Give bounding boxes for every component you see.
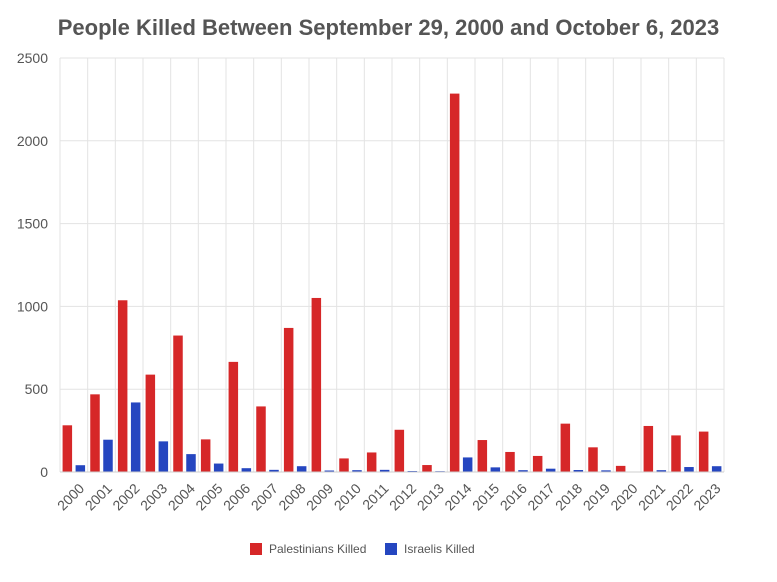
x-tick-label: 2021 [635,480,668,513]
y-tick-label: 1000 [17,298,48,314]
bar-palestinians-2010[interactable] [339,458,349,472]
bar-israelis-2010[interactable] [352,470,362,472]
bar-palestinians-2023[interactable] [698,431,709,472]
bar-palestinians-2019[interactable] [588,447,598,472]
legend: Palestinians Killed Israelis Killed [250,542,475,556]
legend-swatch [250,543,262,555]
x-tick-label: 2002 [109,480,142,513]
legend-label: Palestinians Killed [269,542,366,556]
bar-israelis-2019[interactable] [601,470,611,472]
x-tick-label: 2000 [54,480,87,513]
bar-israelis-2009[interactable] [324,470,335,472]
x-tick-label: 2013 [414,480,447,513]
y-tick-label: 500 [25,381,49,397]
bar-palestinians-2018[interactable] [560,423,571,472]
x-tick-label: 2022 [663,480,696,513]
x-tick-label: 2017 [524,480,557,513]
bar-israelis-2023[interactable] [711,466,722,472]
legend-palestinians[interactable]: Palestinians Killed [250,542,366,556]
x-tick-label: 2011 [359,480,392,513]
bar-palestinians-2005[interactable] [200,439,211,472]
legend-label: Israelis Killed [404,542,475,556]
x-tick-label: 2014 [441,480,474,513]
bar-israelis-2015[interactable] [490,467,501,472]
y-tick-label: 2500 [17,50,48,66]
bar-palestinians-2017[interactable] [532,455,543,472]
bar-palestinians-2022[interactable] [671,435,681,472]
bar-palestinians-2006[interactable] [228,361,239,472]
bar-palestinians-2014[interactable] [449,93,460,472]
bar-palestinians-2001[interactable] [90,394,100,472]
bar-israelis-2001[interactable] [103,439,113,472]
bar-israelis-2006[interactable] [241,468,252,472]
bar-palestinians-2012[interactable] [394,429,405,472]
bar-palestinians-2000[interactable] [62,425,73,472]
bar-palestinians-2011[interactable] [366,452,377,472]
bar-israelis-2022[interactable] [684,467,694,472]
x-tick-label: 2006 [220,480,253,513]
x-tick-label: 2023 [690,480,723,513]
bar-israelis-2021[interactable] [656,470,667,472]
legend-swatch [385,543,397,555]
bar-israelis-2003[interactable] [158,441,169,472]
bar-israelis-2005[interactable] [213,463,224,472]
x-tick-label: 2016 [497,480,530,513]
bars [62,93,722,473]
bar-israelis-2017[interactable] [545,468,556,472]
x-tick-label: 2001 [82,480,115,513]
y-axis: 0 500 1000 1500 2000 2500 [17,50,48,480]
bar-israelis-2014[interactable] [462,457,473,472]
bar-palestinians-2007[interactable] [256,406,266,472]
bar-palestinians-2009[interactable] [311,297,322,472]
x-tick-label: 2019 [580,480,613,513]
bar-palestinians-2015[interactable] [477,440,488,472]
x-tick-label: 2003 [137,480,170,513]
x-tick-label: 2004 [165,480,198,513]
bar-palestinians-2021[interactable] [643,425,654,472]
bar-israelis-2018[interactable] [573,470,584,472]
x-axis: 2000200120022003200420052006200720082009… [54,471,724,514]
x-tick-label: 2005 [192,480,225,513]
x-tick-label: 2008 [275,480,308,513]
bar-israelis-2004[interactable] [186,454,196,472]
bar-israelis-2008[interactable] [296,466,307,472]
x-tick-label: 2015 [469,480,502,513]
legend-israelis[interactable]: Israelis Killed [385,542,475,556]
x-tick-label: 2007 [248,480,281,513]
bar-israelis-2000[interactable] [75,465,86,472]
x-tick-label: 2010 [331,480,364,513]
bar-israelis-2016[interactable] [518,470,528,472]
x-tick-label: 2009 [303,480,336,513]
x-tick-label: 2018 [552,480,585,513]
gridlines [59,57,725,473]
bar-palestinians-2008[interactable] [283,327,294,472]
bar-palestinians-2004[interactable] [173,335,183,472]
bar-palestinians-2003[interactable] [145,374,156,472]
bar-israelis-2002[interactable] [130,402,141,472]
bar-israelis-2011[interactable] [379,469,390,472]
bar-palestinians-2016[interactable] [505,451,515,472]
bar-israelis-2007[interactable] [269,469,279,472]
x-tick-label: 2020 [607,480,640,513]
y-tick-label: 1500 [17,216,48,232]
y-tick-label: 0 [40,464,48,480]
y-tick-label: 2000 [17,133,48,149]
x-tick-label: 2012 [386,480,419,513]
bar-palestinians-2020[interactable] [615,465,626,472]
bar-palestinians-2002[interactable] [117,300,128,472]
chart-title: People Killed Between September 29, 2000… [57,15,720,40]
bar-palestinians-2013[interactable] [422,465,432,472]
